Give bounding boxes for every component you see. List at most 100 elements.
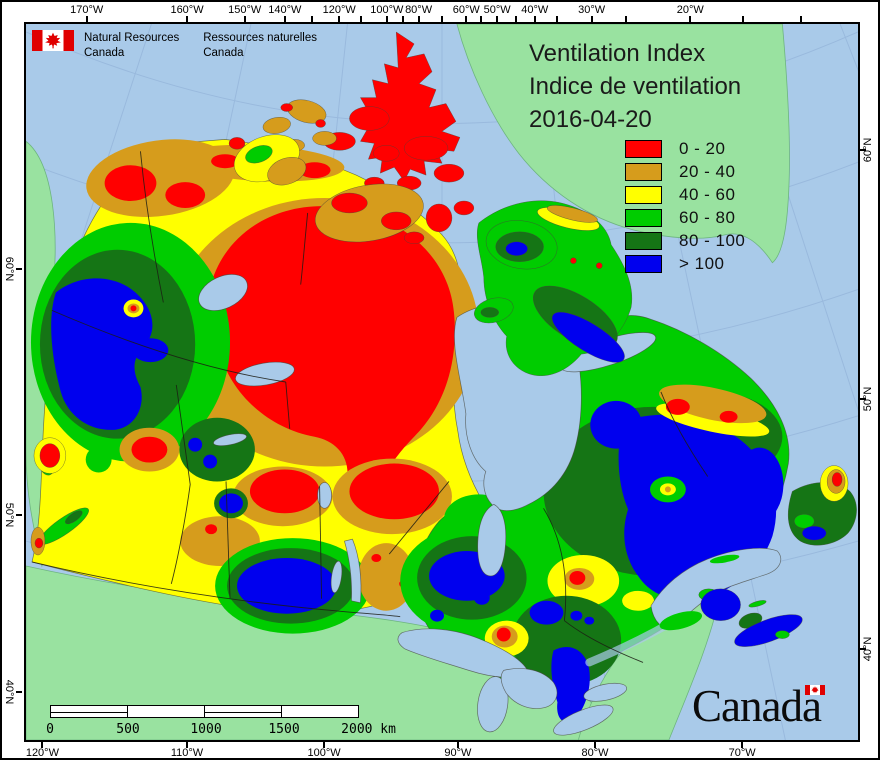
axis-label-bottom: 120°W: [25, 747, 59, 759]
axis-tick-top: [85, 16, 88, 22]
axis-tick-bottom: [456, 742, 459, 748]
axis-tick-top: [556, 16, 559, 22]
legend-label: 40 - 60: [679, 184, 736, 204]
inland-waters: [198, 274, 782, 736]
axis-tick-bottom: [186, 742, 189, 748]
legend-swatch: [625, 162, 662, 181]
lake-ontario: [583, 682, 628, 702]
legend-swatch: [625, 139, 662, 158]
axis-tick-top: [533, 16, 536, 22]
axis-label-top: 120°W: [322, 4, 356, 16]
axis-tick-top: [624, 16, 627, 22]
gaspe-anticosti: [659, 554, 740, 631]
wordmark-flag-icon: [804, 685, 825, 695]
lake-huron: [500, 668, 558, 709]
axis-label-left: 60°N: [3, 256, 15, 282]
axis-label-left: 50°N: [3, 502, 15, 528]
axis-tick-bottom: [593, 742, 596, 748]
title-date: 2016-04-20: [529, 106, 652, 133]
scale-label: 0: [46, 722, 54, 737]
axis-label-top: 150°W: [228, 4, 262, 16]
legend-item: 60 - 80: [625, 206, 745, 229]
central-red-core: [209, 206, 455, 502]
logo-text-fr: Ressources naturelles Canada: [203, 32, 318, 59]
scale-label: 2000 km: [341, 722, 396, 737]
great-bear-lake: [198, 274, 248, 311]
scale-label: 1500: [268, 722, 300, 737]
axis-label-top: 50°W: [483, 4, 511, 16]
axis-tick-top: [689, 16, 692, 22]
axis-label-left: 40°N: [3, 680, 15, 705]
legend-item: 20 - 40: [625, 160, 745, 183]
legend-swatch: [625, 185, 662, 204]
east-overlays: [484, 384, 784, 723]
axis-label-top: 30°W: [578, 4, 606, 16]
axis-tick-top: [417, 16, 420, 22]
axis-tick-right: [860, 648, 866, 651]
axis-tick-top: [441, 16, 443, 22]
axis-tick-top: [741, 16, 744, 22]
axis-tick-bottom: [323, 742, 326, 748]
axis-label-bottom: 80°W: [581, 747, 609, 759]
axis-tick-top: [401, 16, 404, 22]
axis-tick-left: [16, 691, 22, 694]
james-bay: [477, 503, 507, 577]
legend-item: 40 - 60: [625, 183, 745, 206]
scale-segment: [127, 705, 205, 718]
axis-tick-bottom: [41, 742, 44, 748]
axis-label-bottom: 100°W: [307, 747, 341, 759]
axis-label-top: 170°W: [70, 4, 104, 16]
axis-tick-top: [590, 16, 593, 22]
axis-tick-right: [860, 149, 866, 152]
scale-segment: [50, 705, 128, 718]
axis-label-top: 40°W: [521, 4, 549, 16]
scale-segment: [281, 705, 359, 718]
legend-swatch: [625, 231, 662, 250]
axis-label-top: 20°W: [676, 4, 704, 16]
axis-tick-top: [385, 16, 388, 22]
axis-tick-top: [465, 16, 468, 22]
scale-bar: 0 500 1000 1500 2000 km: [46, 705, 396, 740]
map-title: Ventilation Index Indice de ventilation …: [529, 37, 741, 136]
canada-wordmark: Canada: [692, 682, 825, 730]
title-en: Ventilation Index: [529, 40, 706, 67]
legend-item: > 100: [625, 252, 745, 275]
legend-label: 80 - 100: [679, 230, 746, 250]
bc-blue-blob: [51, 278, 153, 430]
reindeer-lake: [317, 482, 332, 509]
axis-tick-top: [243, 16, 246, 22]
axis-label-top: 160°W: [170, 4, 204, 16]
legend-label: 20 - 40: [679, 161, 736, 181]
axis-tick-left: [16, 514, 22, 517]
canada-ventilation-map: [26, 24, 858, 740]
lake-winnipeg: [344, 538, 362, 604]
axis-label-bottom: 110°W: [170, 747, 204, 759]
lake-athabasca: [213, 433, 247, 447]
legend-swatch: [625, 208, 662, 227]
axis-tick-top: [514, 16, 517, 22]
axis-tick-top: [310, 16, 313, 22]
title-fr: Indice de ventilation: [529, 73, 742, 100]
axis-tick-top: [338, 16, 341, 22]
legend-label: 60 - 80: [679, 207, 736, 227]
lake-manitoba: [330, 560, 343, 594]
islands: [30, 31, 857, 647]
great-slave-lake: [235, 361, 295, 387]
scale-bar-segments: [50, 705, 362, 718]
boundaries: [31, 151, 709, 663]
axis-tick-right: [860, 398, 866, 401]
lake-erie: [553, 704, 614, 736]
greenland: [456, 24, 790, 264]
axis-label-top: 100°W: [370, 4, 404, 16]
axis-tick-left: [16, 267, 22, 270]
axis-label-top: 80°W: [405, 4, 433, 16]
logo-text-en: Natural Resources Canada: [84, 32, 180, 59]
scale-label: 1000: [190, 722, 222, 737]
legend-swatch: [625, 254, 662, 273]
scale-label: 500: [116, 722, 140, 737]
axis-tick-top: [359, 16, 362, 22]
axis-tick-top: [480, 16, 483, 22]
map-frame: Natural Resources Canada Ressources natu…: [24, 22, 860, 742]
axis-tick-top: [496, 16, 499, 22]
